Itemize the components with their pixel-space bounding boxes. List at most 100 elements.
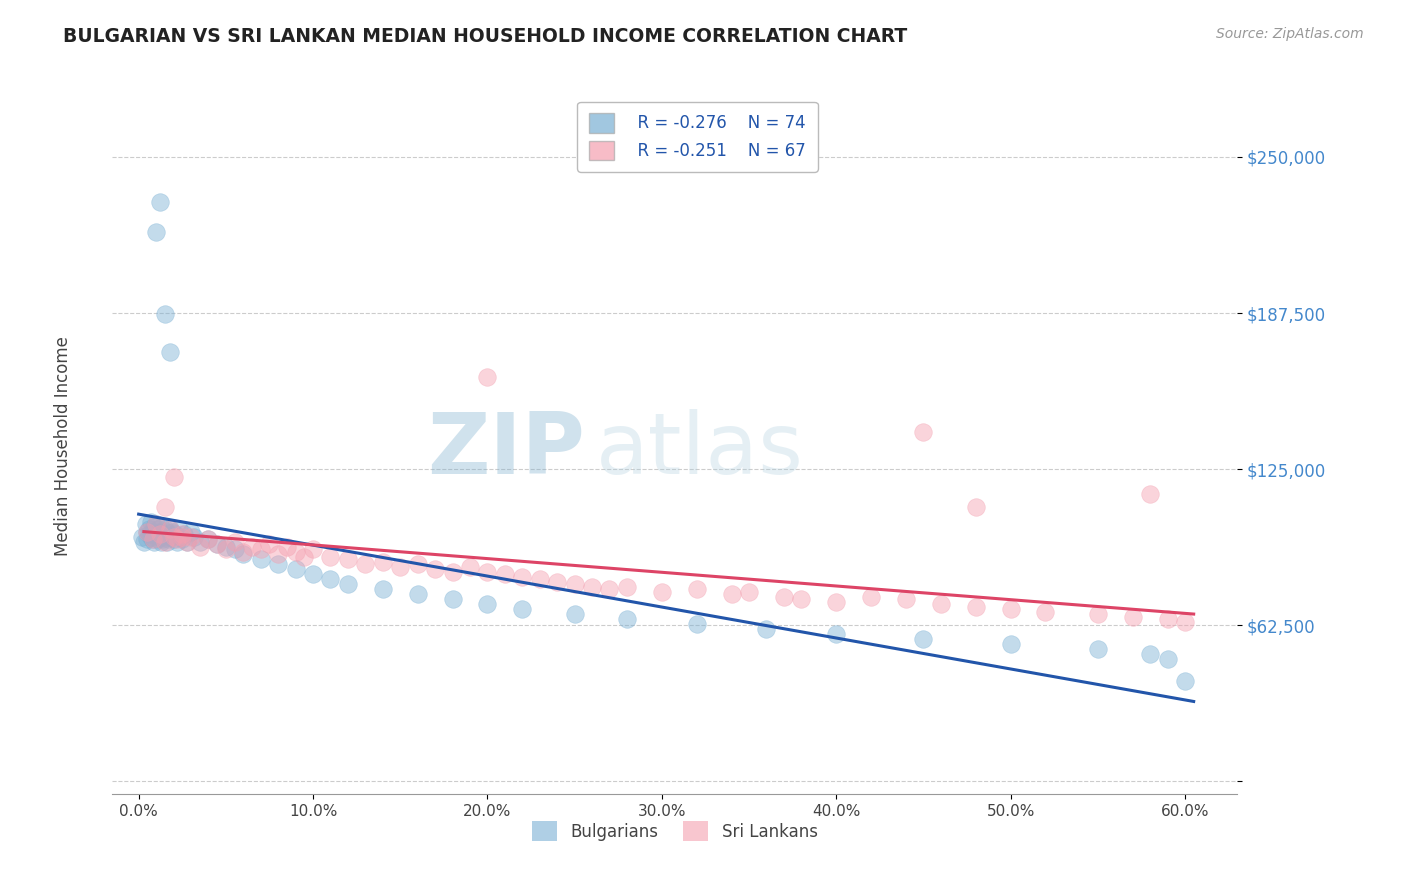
Point [157,532,180,546]
Point [162,469,184,483]
Point [894,592,917,607]
Point [188,540,211,554]
Text: Median Household Income: Median Household Income [55,336,72,556]
Point [138,527,160,541]
Point [172,527,194,541]
Point [166,532,188,546]
Point [176,534,198,549]
Point [564,577,586,591]
Text: ZIP: ZIP [427,409,585,492]
Point [249,552,271,566]
Point [529,572,551,586]
Point [150,519,173,533]
Point [136,532,159,546]
Point [1087,642,1109,657]
Point [1174,615,1197,629]
Point [150,534,173,549]
Point [581,580,603,594]
Point [166,534,188,549]
Point [494,567,516,582]
Point [139,515,162,529]
Point [232,544,254,558]
Point [146,532,169,546]
Legend: Bulgarians, Sri Lankans: Bulgarians, Sri Lankans [526,814,824,847]
Point [159,522,181,536]
Point [354,557,377,571]
Point [1156,652,1178,666]
Point [825,594,848,608]
Point [1174,674,1197,689]
Point [616,612,638,626]
Point [284,562,307,576]
Point [169,530,191,544]
Point [1000,637,1022,651]
Point [155,534,177,549]
Point [598,582,620,596]
Point [755,622,778,636]
Point [1156,612,1178,626]
Point [510,569,533,583]
Point [153,522,176,536]
Point [423,562,446,576]
Point [240,540,263,554]
Point [131,530,153,544]
Point [132,534,155,549]
Point [389,559,412,574]
Point [197,532,219,546]
Point [371,582,394,596]
Point [159,522,181,536]
Point [205,537,228,551]
Point [292,549,315,564]
Point [929,597,952,611]
Point [546,574,568,589]
Point [1087,607,1109,621]
Point [152,532,174,546]
Point [1139,487,1161,501]
Point [686,617,709,632]
Point [143,519,166,533]
Point [205,537,228,551]
Point [477,597,499,611]
Point [153,534,176,549]
Point [336,577,359,591]
Point [458,559,481,574]
Point [1122,609,1144,624]
Point [912,632,935,646]
Point [965,500,987,514]
Point [139,530,162,544]
Point [825,627,848,641]
Point [142,532,165,546]
Point [172,532,194,546]
Point [167,522,190,536]
Point [319,572,342,586]
Point [249,542,271,557]
Point [232,547,254,561]
Point [183,530,205,544]
Point [176,534,198,549]
Point [406,557,429,571]
Point [773,590,796,604]
Point [159,530,181,544]
Point [860,590,883,604]
Point [1000,602,1022,616]
Point [1139,647,1161,661]
Point [302,542,325,557]
Point [790,592,813,607]
Point [157,527,180,541]
Point [173,527,195,541]
Point [965,599,987,614]
Point [224,534,246,549]
Text: atlas: atlas [596,409,804,492]
Point [180,530,202,544]
Point [143,534,166,549]
Text: Source: ZipAtlas.com: Source: ZipAtlas.com [1216,27,1364,41]
Point [441,592,464,607]
Point [152,527,174,541]
Point [284,544,307,558]
Point [180,524,202,539]
Point [160,524,183,539]
Point [162,532,184,546]
Point [336,552,359,566]
Point [267,557,290,571]
Point [136,524,159,539]
